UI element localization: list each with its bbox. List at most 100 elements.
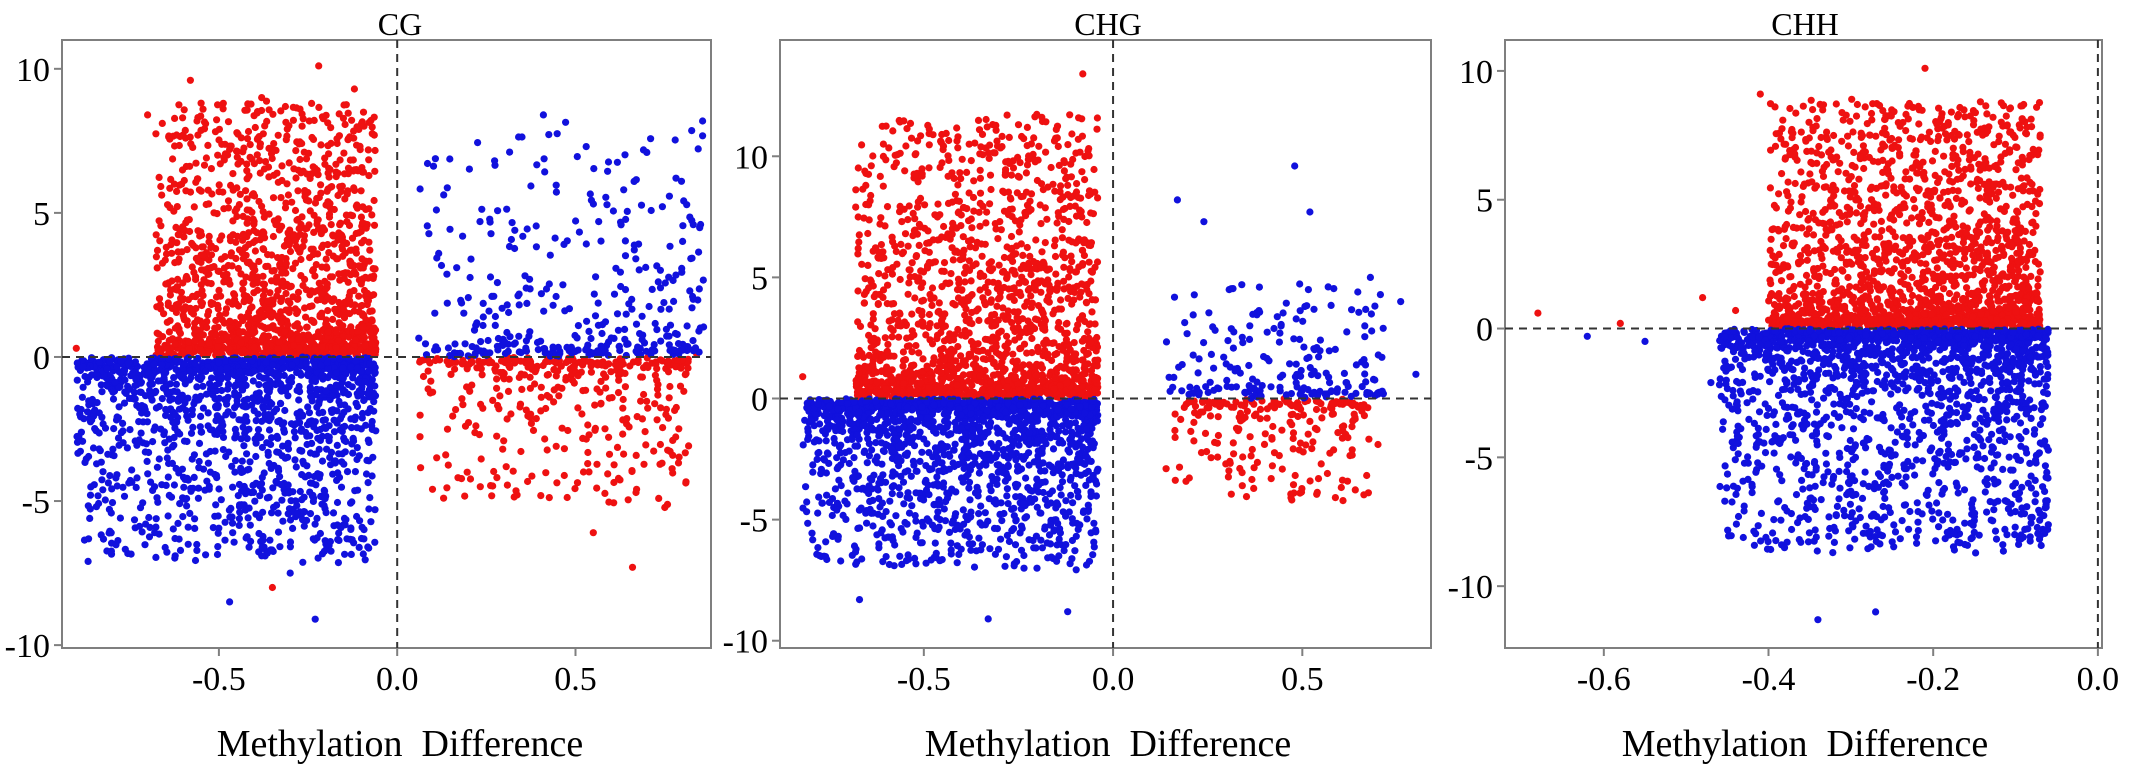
- data-point-blue: [467, 255, 475, 263]
- data-point-blue: [522, 344, 530, 352]
- x-axis-title: Methylation Difference: [217, 723, 584, 765]
- data-point-blue: [101, 496, 109, 504]
- data-point-blue: [349, 374, 357, 382]
- data-point-red: [241, 106, 249, 114]
- data-point-blue: [341, 550, 349, 558]
- data-point-red: [904, 242, 912, 250]
- data-point-red: [281, 344, 289, 352]
- data-point-blue: [215, 485, 223, 493]
- data-point-red: [339, 237, 347, 245]
- data-point-blue: [594, 299, 602, 307]
- data-point-blue: [130, 395, 139, 403]
- data-point-blue: [91, 425, 99, 433]
- data-point-red: [217, 255, 225, 263]
- data-point-red: [264, 262, 272, 270]
- data-point-red: [605, 498, 613, 506]
- data-point-red: [162, 280, 170, 288]
- data-point-red: [370, 131, 378, 139]
- data-point-blue: [228, 519, 237, 527]
- data-point-red: [366, 328, 374, 336]
- data-point-red: [339, 346, 348, 354]
- data-point-blue: [279, 364, 287, 373]
- data-point-red: [633, 485, 641, 493]
- data-point-blue: [361, 556, 369, 564]
- data-point-red: [877, 214, 885, 222]
- data-point-blue: [423, 222, 431, 230]
- data-point-blue: [85, 397, 93, 405]
- data-point-blue: [623, 207, 631, 215]
- data-point-blue: [79, 437, 87, 445]
- data-point-red: [463, 468, 471, 476]
- data-point-blue: [85, 535, 93, 543]
- data-point-red: [912, 342, 920, 350]
- data-point-red: [1009, 350, 1017, 358]
- data-point-blue: [207, 374, 216, 382]
- data-point-red: [236, 328, 244, 336]
- data-point-blue: [278, 358, 287, 366]
- data-point-red: [1003, 332, 1011, 340]
- data-point-red: [318, 243, 326, 252]
- data-point-blue: [565, 305, 574, 313]
- data-point-red: [322, 111, 330, 119]
- data-point-blue: [266, 368, 274, 376]
- data-point-red: [364, 146, 372, 154]
- data-point-red: [264, 297, 272, 305]
- data-point-red: [584, 460, 592, 468]
- data-point-blue: [694, 145, 702, 153]
- data-point-red: [272, 278, 280, 286]
- data-point-red: [324, 307, 332, 315]
- data-point-red: [876, 172, 884, 180]
- data-point-red: [166, 184, 174, 192]
- data-point-red: [197, 228, 205, 236]
- data-point-blue: [306, 432, 314, 440]
- data-point-blue: [299, 516, 307, 524]
- data-point-red: [278, 278, 286, 286]
- data-point-red: [193, 290, 201, 298]
- data-point-red: [199, 331, 207, 339]
- data-point-red: [1020, 135, 1028, 143]
- data-point-blue: [443, 184, 451, 192]
- data-point-red: [543, 446, 551, 454]
- data-point-blue: [590, 290, 598, 298]
- data-point-blue: [472, 344, 480, 352]
- data-point-blue: [265, 493, 273, 501]
- data-point-red: [593, 484, 601, 492]
- data-point-blue: [274, 464, 282, 472]
- data-point-blue: [431, 346, 439, 354]
- data-point-red: [911, 294, 919, 302]
- data-point-blue: [340, 434, 348, 442]
- data-point-blue: [505, 242, 514, 251]
- data-point-red: [579, 387, 587, 395]
- data-point-blue: [183, 495, 191, 503]
- data-point-blue: [540, 345, 548, 353]
- data-point-red: [924, 227, 932, 235]
- data-point-blue: [304, 369, 312, 378]
- data-point-red: [416, 411, 424, 419]
- data-point-blue: [563, 237, 571, 245]
- data-point-red: [419, 372, 428, 381]
- data-point-red: [975, 126, 984, 134]
- data-point-red: [925, 141, 933, 149]
- data-point-red: [327, 221, 335, 229]
- data-point-red: [551, 358, 559, 366]
- data-point-red: [579, 468, 588, 476]
- data-point-red: [269, 194, 278, 202]
- data-point-red: [310, 116, 318, 124]
- data-point-blue: [214, 512, 222, 520]
- data-point-red: [971, 244, 980, 252]
- data-point-blue: [243, 395, 251, 403]
- data-point-red: [207, 165, 215, 173]
- data-point-blue: [299, 558, 307, 566]
- data-point-red: [316, 295, 324, 304]
- data-point-red: [1007, 232, 1016, 241]
- data-point-red: [173, 283, 181, 291]
- data-point-blue: [359, 550, 367, 558]
- data-point-red: [284, 306, 292, 314]
- data-point-red: [307, 316, 315, 324]
- data-point-red: [363, 296, 371, 304]
- data-point-blue: [559, 281, 567, 289]
- data-point-red: [1015, 173, 1023, 181]
- data-point-blue: [194, 494, 202, 502]
- data-point-red: [249, 238, 257, 247]
- data-point-red: [869, 152, 877, 160]
